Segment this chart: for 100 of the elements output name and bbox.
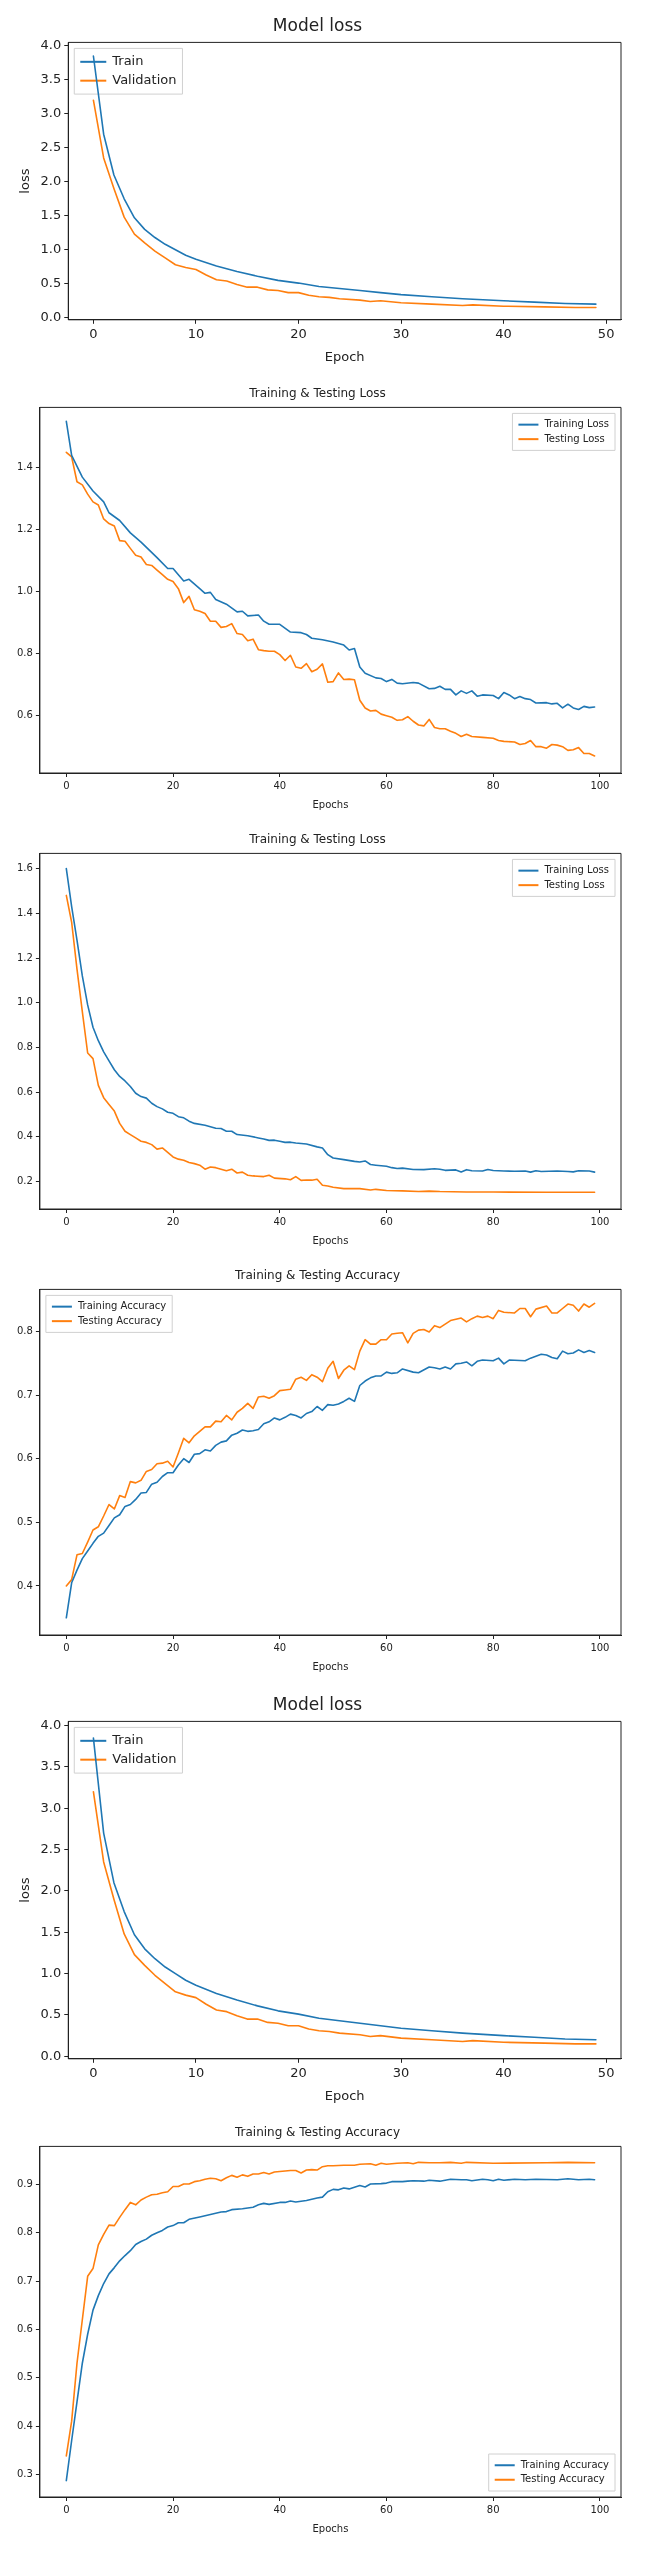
x-tick-label: 40 <box>495 2064 512 2080</box>
y-tick-label: 2.0 <box>40 1882 62 1898</box>
x-tick-label: 60 <box>380 2503 393 2515</box>
legend-label: Training Loss <box>543 418 610 430</box>
y-tick-label: 1.2 <box>17 523 33 535</box>
y-tick-label: 4.0 <box>40 37 62 53</box>
y-tick-label: 1.4 <box>17 906 33 918</box>
y-tick-label: 0.5 <box>40 275 62 291</box>
legend-label: Validation <box>112 72 177 88</box>
y-tick-label: 0.7 <box>17 2274 33 2286</box>
x-tick-label: 20 <box>166 1215 180 1227</box>
y-tick-label: 1.0 <box>17 996 33 1008</box>
x-tick-label: 40 <box>273 1641 287 1653</box>
x-axis-title: Epochs <box>312 2522 349 2534</box>
legend-label: Training Loss <box>543 864 610 876</box>
x-tick-label: 10 <box>187 325 205 341</box>
x-tick-label: 100 <box>590 1215 610 1227</box>
y-tick-label: 0.4 <box>17 1579 33 1591</box>
y-tick-label: 0.3 <box>17 2467 33 2479</box>
x-tick-label: 100 <box>590 2503 610 2515</box>
y-tick-label: 1.2 <box>17 951 33 963</box>
x-tick-label: 40 <box>495 325 512 341</box>
y-tick-label: 0.4 <box>17 2419 33 2431</box>
legend-label: Train <box>111 53 144 69</box>
chart-title: Training & Testing Loss <box>248 386 386 401</box>
y-tick-label: 2.5 <box>40 1840 62 1856</box>
legend-label: Testing Loss <box>543 432 605 444</box>
y-tick-label: 0.9 <box>17 2178 33 2190</box>
x-axis-title: Epoch <box>324 348 365 364</box>
x-tick-label: 60 <box>380 779 393 791</box>
y-tick-label: 1.5 <box>40 1923 62 1939</box>
chart-title: Training & Testing Accuracy <box>233 2125 401 2140</box>
y-tick-label: 1.0 <box>17 585 33 597</box>
chart-title: Training & Testing Accuracy <box>233 1268 401 1283</box>
x-tick-label: 40 <box>273 1215 287 1227</box>
x-tick-label: 40 <box>273 2503 287 2515</box>
x-tick-label: 20 <box>166 779 180 791</box>
x-tick-label: 20 <box>290 2064 307 2080</box>
x-tick-label: 0 <box>63 2503 70 2515</box>
legend-label: Train <box>111 1732 144 1748</box>
y-tick-label: 1.4 <box>17 461 33 473</box>
x-tick-label: 10 <box>187 2064 205 2080</box>
y-tick-label: 0.8 <box>17 2226 33 2238</box>
x-tick-label: 20 <box>290 325 307 341</box>
y-tick-label: 3.0 <box>40 1799 62 1815</box>
y-tick-label: 0.8 <box>17 1325 33 1336</box>
legend-label: Testing Accuracy <box>76 1314 162 1326</box>
x-axis-title: Epochs <box>312 1234 349 1246</box>
y-tick-label: 1.0 <box>40 241 62 257</box>
chart-title: Training & Testing Loss <box>248 832 386 847</box>
x-tick-label: 100 <box>590 779 610 791</box>
legend-label: Testing Loss <box>543 878 605 890</box>
y-tick-label: 0.6 <box>17 1452 33 1464</box>
y-tick-label: 0.0 <box>40 2047 62 2063</box>
y-tick-label: 0.4 <box>17 1130 33 1142</box>
legend-label: Training Accuracy <box>76 1300 167 1312</box>
legend-label: Testing Accuracy <box>519 2473 605 2485</box>
x-tick-label: 80 <box>486 2503 500 2515</box>
legend-label: Training Accuracy <box>519 2458 610 2470</box>
y-axis-title: loss <box>17 168 33 194</box>
y-tick-label: 1.5 <box>40 207 62 223</box>
chart-title: Model loss <box>272 1693 363 1714</box>
x-axis-title: Epoch <box>324 2087 365 2103</box>
x-tick-label: 80 <box>486 1215 500 1227</box>
y-tick-label: 0.6 <box>17 709 33 721</box>
chart-title: Model loss <box>272 14 363 35</box>
y-tick-label: 0.5 <box>17 1515 33 1527</box>
y-tick-label: 3.0 <box>40 105 62 121</box>
x-tick-label: 80 <box>486 779 500 791</box>
y-tick-label: 0.5 <box>40 2006 62 2022</box>
y-tick-label: 1.6 <box>17 862 33 874</box>
y-tick-label: 0.0 <box>40 309 62 325</box>
y-tick-label: 1.0 <box>40 1965 62 1980</box>
y-tick-label: 0.6 <box>17 2323 33 2335</box>
y-axis-title: loss <box>17 1877 33 1903</box>
x-tick-label: 100 <box>590 1641 610 1653</box>
y-tick-label: 0.7 <box>17 1388 33 1400</box>
x-axis-title: Epochs <box>312 798 349 810</box>
x-tick-label: 50 <box>597 2064 615 2080</box>
x-tick-label: 0 <box>63 1215 70 1227</box>
y-tick-label: 0.2 <box>17 1175 33 1187</box>
y-tick-label: 4.0 <box>40 1716 62 1732</box>
x-tick-label: 20 <box>166 2503 180 2515</box>
x-tick-label: 80 <box>486 1641 500 1653</box>
x-tick-label: 60 <box>380 1641 393 1653</box>
x-tick-label: 0 <box>63 1641 70 1653</box>
y-tick-label: 3.5 <box>40 1758 62 1774</box>
x-tick-label: 50 <box>597 325 615 341</box>
y-tick-label: 0.8 <box>17 647 33 659</box>
y-tick-label: 0.5 <box>17 2371 33 2383</box>
x-tick-label: 20 <box>166 1641 180 1653</box>
legend-label: Validation <box>112 1751 177 1767</box>
x-tick-label: 0 <box>89 325 98 341</box>
x-tick-label: 0 <box>89 2064 98 2080</box>
x-tick-label: 60 <box>380 1215 393 1227</box>
x-tick-label: 0 <box>63 779 70 791</box>
y-tick-label: 0.8 <box>17 1041 33 1052</box>
x-tick-label: 30 <box>392 2064 410 2080</box>
x-tick-label: 30 <box>392 325 410 341</box>
x-tick-label: 40 <box>273 779 287 791</box>
